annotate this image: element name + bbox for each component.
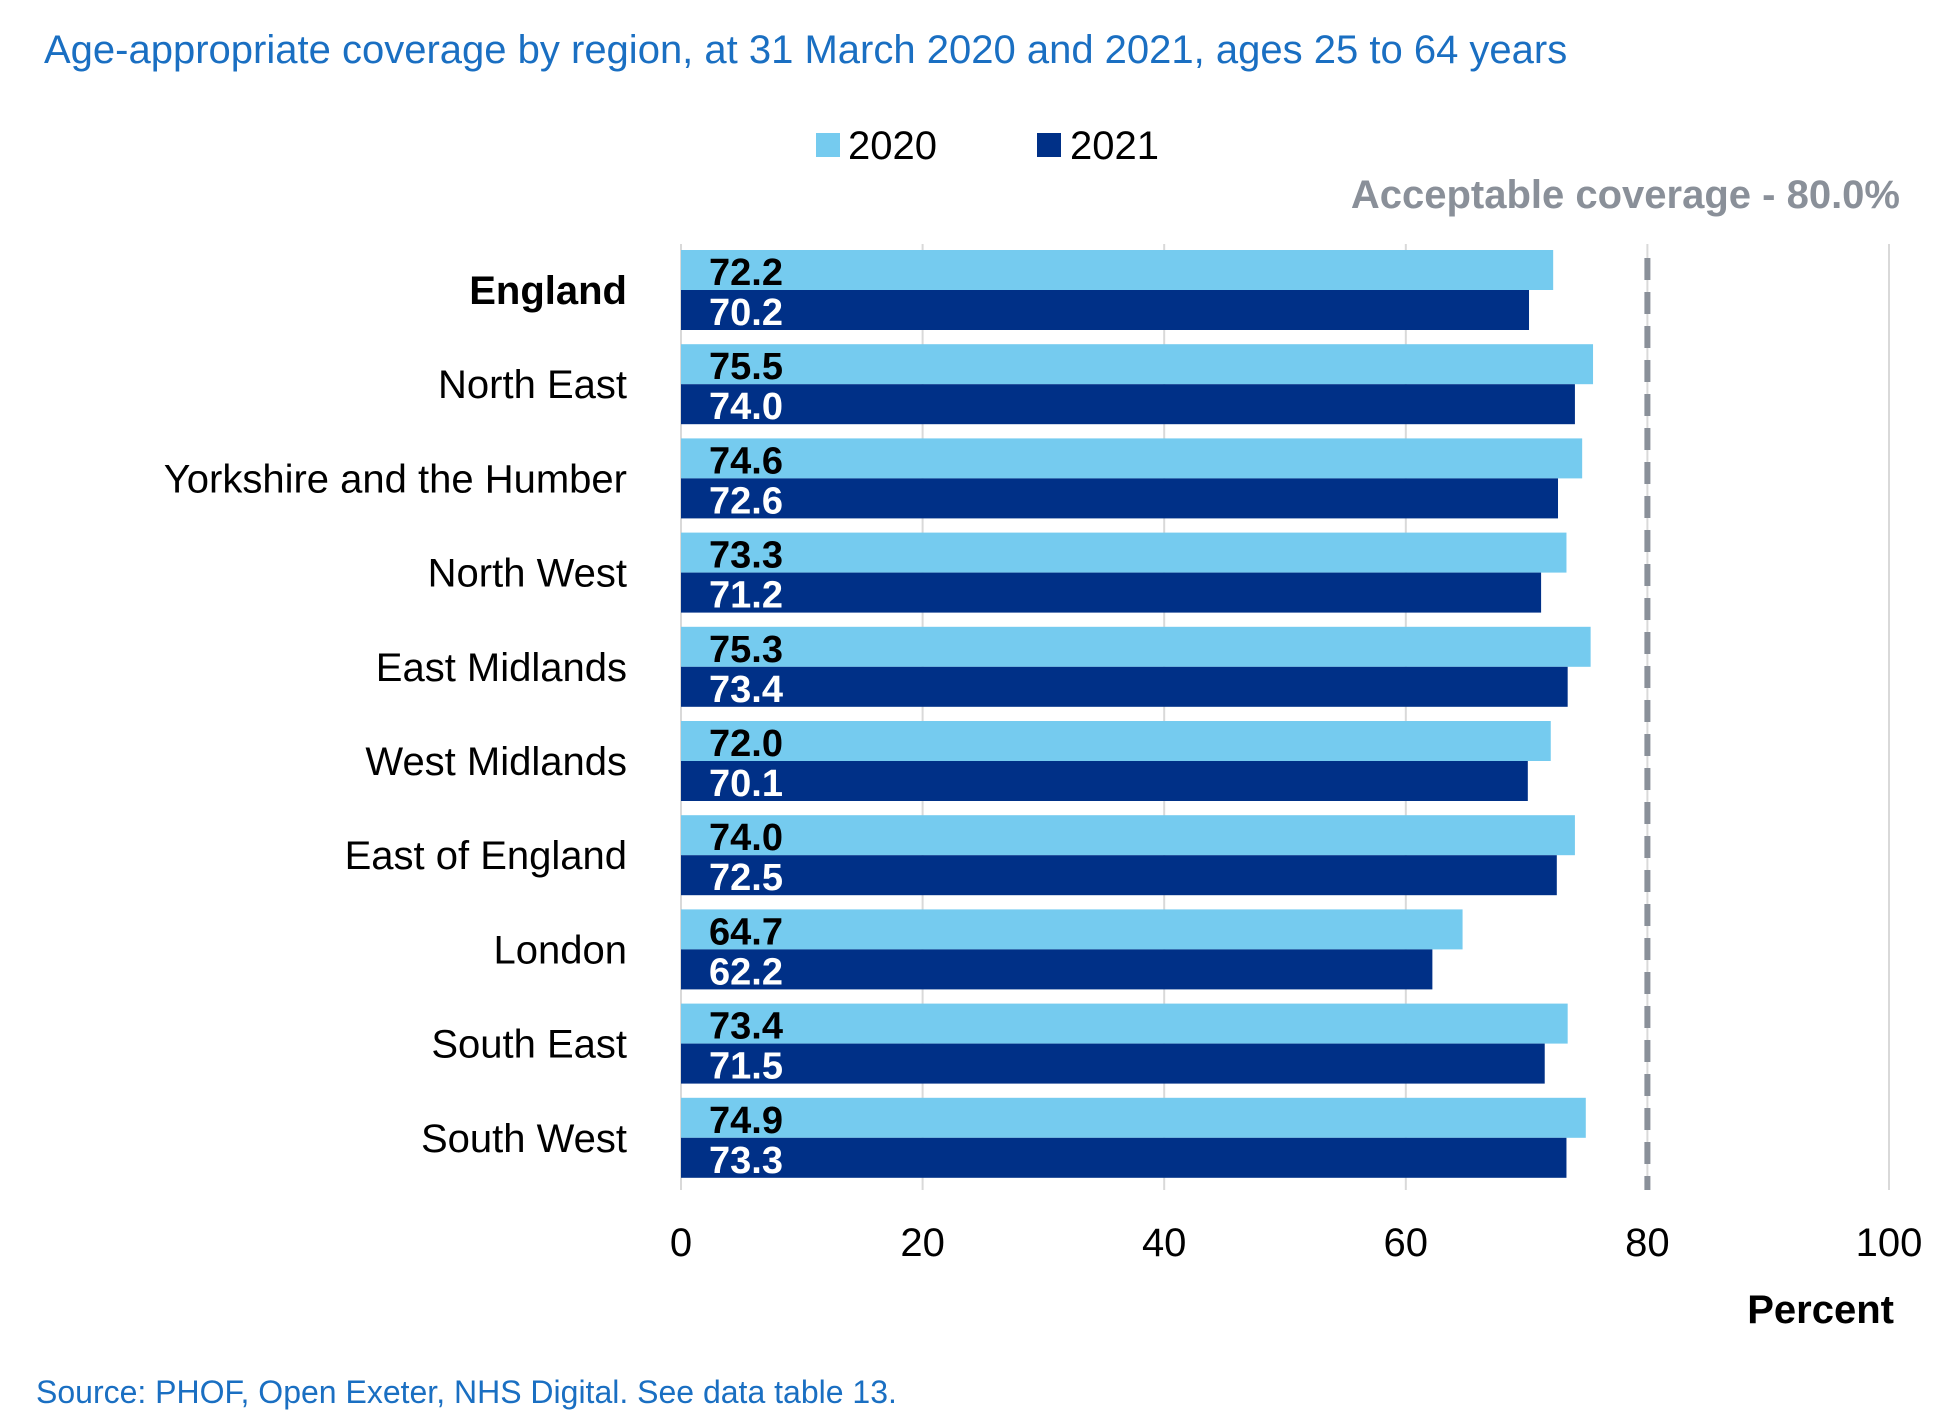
bar-2021	[681, 949, 1433, 990]
legend-swatch-2021	[1037, 133, 1061, 157]
data-label-2021: 72.5	[709, 857, 783, 899]
data-label-2020: 74.9	[709, 1100, 783, 1142]
bar-2021	[681, 478, 1559, 519]
bar-2020	[681, 1097, 1586, 1138]
category-label: London	[494, 928, 627, 972]
data-label-2020: 74.0	[709, 817, 783, 859]
category-label: North West	[428, 552, 627, 596]
x-tick-label: 0	[670, 1221, 692, 1265]
bar-2021	[681, 855, 1557, 896]
bar-2020	[681, 250, 1554, 290]
x-axis-label: Percent	[1747, 1288, 1894, 1332]
data-label-2021: 74.0	[709, 386, 783, 428]
data-label-2020: 72.0	[709, 723, 783, 765]
bar-2020	[681, 626, 1591, 667]
data-label-2020: 74.6	[709, 440, 783, 482]
category-label: Yorkshire and the Humber	[164, 457, 627, 501]
bar-2020	[681, 344, 1594, 385]
bar-2021	[681, 1137, 1567, 1178]
data-labels: 72.270.275.574.074.672.673.371.275.373.4…	[709, 252, 783, 1182]
legend-swatch-2020	[816, 133, 840, 157]
category-label: South East	[431, 1023, 627, 1067]
data-label-2020: 73.4	[709, 1006, 783, 1048]
category-label: North East	[438, 363, 627, 407]
category-label: West Midlands	[365, 740, 627, 784]
bar-2021	[681, 1043, 1545, 1084]
x-tick-label: 80	[1625, 1221, 1670, 1265]
bar-2020	[681, 815, 1575, 856]
bar-2020	[681, 1003, 1568, 1044]
data-label-2021: 73.4	[709, 669, 783, 711]
x-tick-label: 20	[900, 1221, 945, 1265]
data-label-2020: 73.3	[709, 535, 783, 577]
category-label: East of England	[345, 834, 627, 878]
data-label-2020: 75.5	[709, 346, 783, 388]
x-tick-label: 60	[1384, 1221, 1429, 1265]
data-label-2020: 72.2	[709, 252, 783, 294]
data-label-2020: 75.3	[709, 629, 783, 671]
legend: 2020 2021	[816, 124, 1159, 168]
bar-2021	[681, 761, 1528, 801]
data-label-2021: 71.5	[709, 1046, 783, 1088]
category-labels: England North East Yorkshire and the Humbe…	[164, 269, 627, 1161]
data-label-2021: 73.3	[709, 1140, 783, 1182]
data-label-2021: 70.2	[709, 292, 783, 334]
category-label: England	[469, 269, 627, 313]
bars	[681, 250, 1594, 1178]
bar-2020	[681, 532, 1567, 573]
reference-line-label: Acceptable coverage - 80.0%	[1351, 173, 1900, 217]
data-label-2021: 72.6	[709, 480, 783, 522]
bar-2021	[681, 384, 1575, 425]
bar-2020	[681, 438, 1583, 479]
category-label: East Midlands	[376, 646, 627, 690]
category-label: South West	[421, 1117, 627, 1161]
data-label-2021: 70.1	[709, 763, 783, 805]
data-label-2021: 71.2	[709, 575, 783, 617]
source-note: Source: PHOF, Open Exeter, NHS Digital. …	[36, 1374, 897, 1410]
bar-2021	[681, 290, 1530, 330]
bar-2021	[681, 572, 1542, 613]
x-tick-label: 100	[1856, 1221, 1923, 1265]
legend-label-2020: 2020	[848, 124, 937, 168]
x-tick-labels: 0 20 40 60 80 100	[670, 1221, 1923, 1265]
bar-2020	[681, 909, 1463, 950]
chart-title: Age-appropriate coverage by region, at 3…	[44, 28, 1568, 72]
x-tick-label: 40	[1142, 1221, 1187, 1265]
bar-2021	[681, 666, 1568, 707]
data-label-2020: 64.7	[709, 911, 783, 953]
bar-2020	[681, 721, 1551, 761]
data-label-2021: 62.2	[709, 951, 783, 993]
legend-label-2021: 2021	[1070, 124, 1159, 168]
